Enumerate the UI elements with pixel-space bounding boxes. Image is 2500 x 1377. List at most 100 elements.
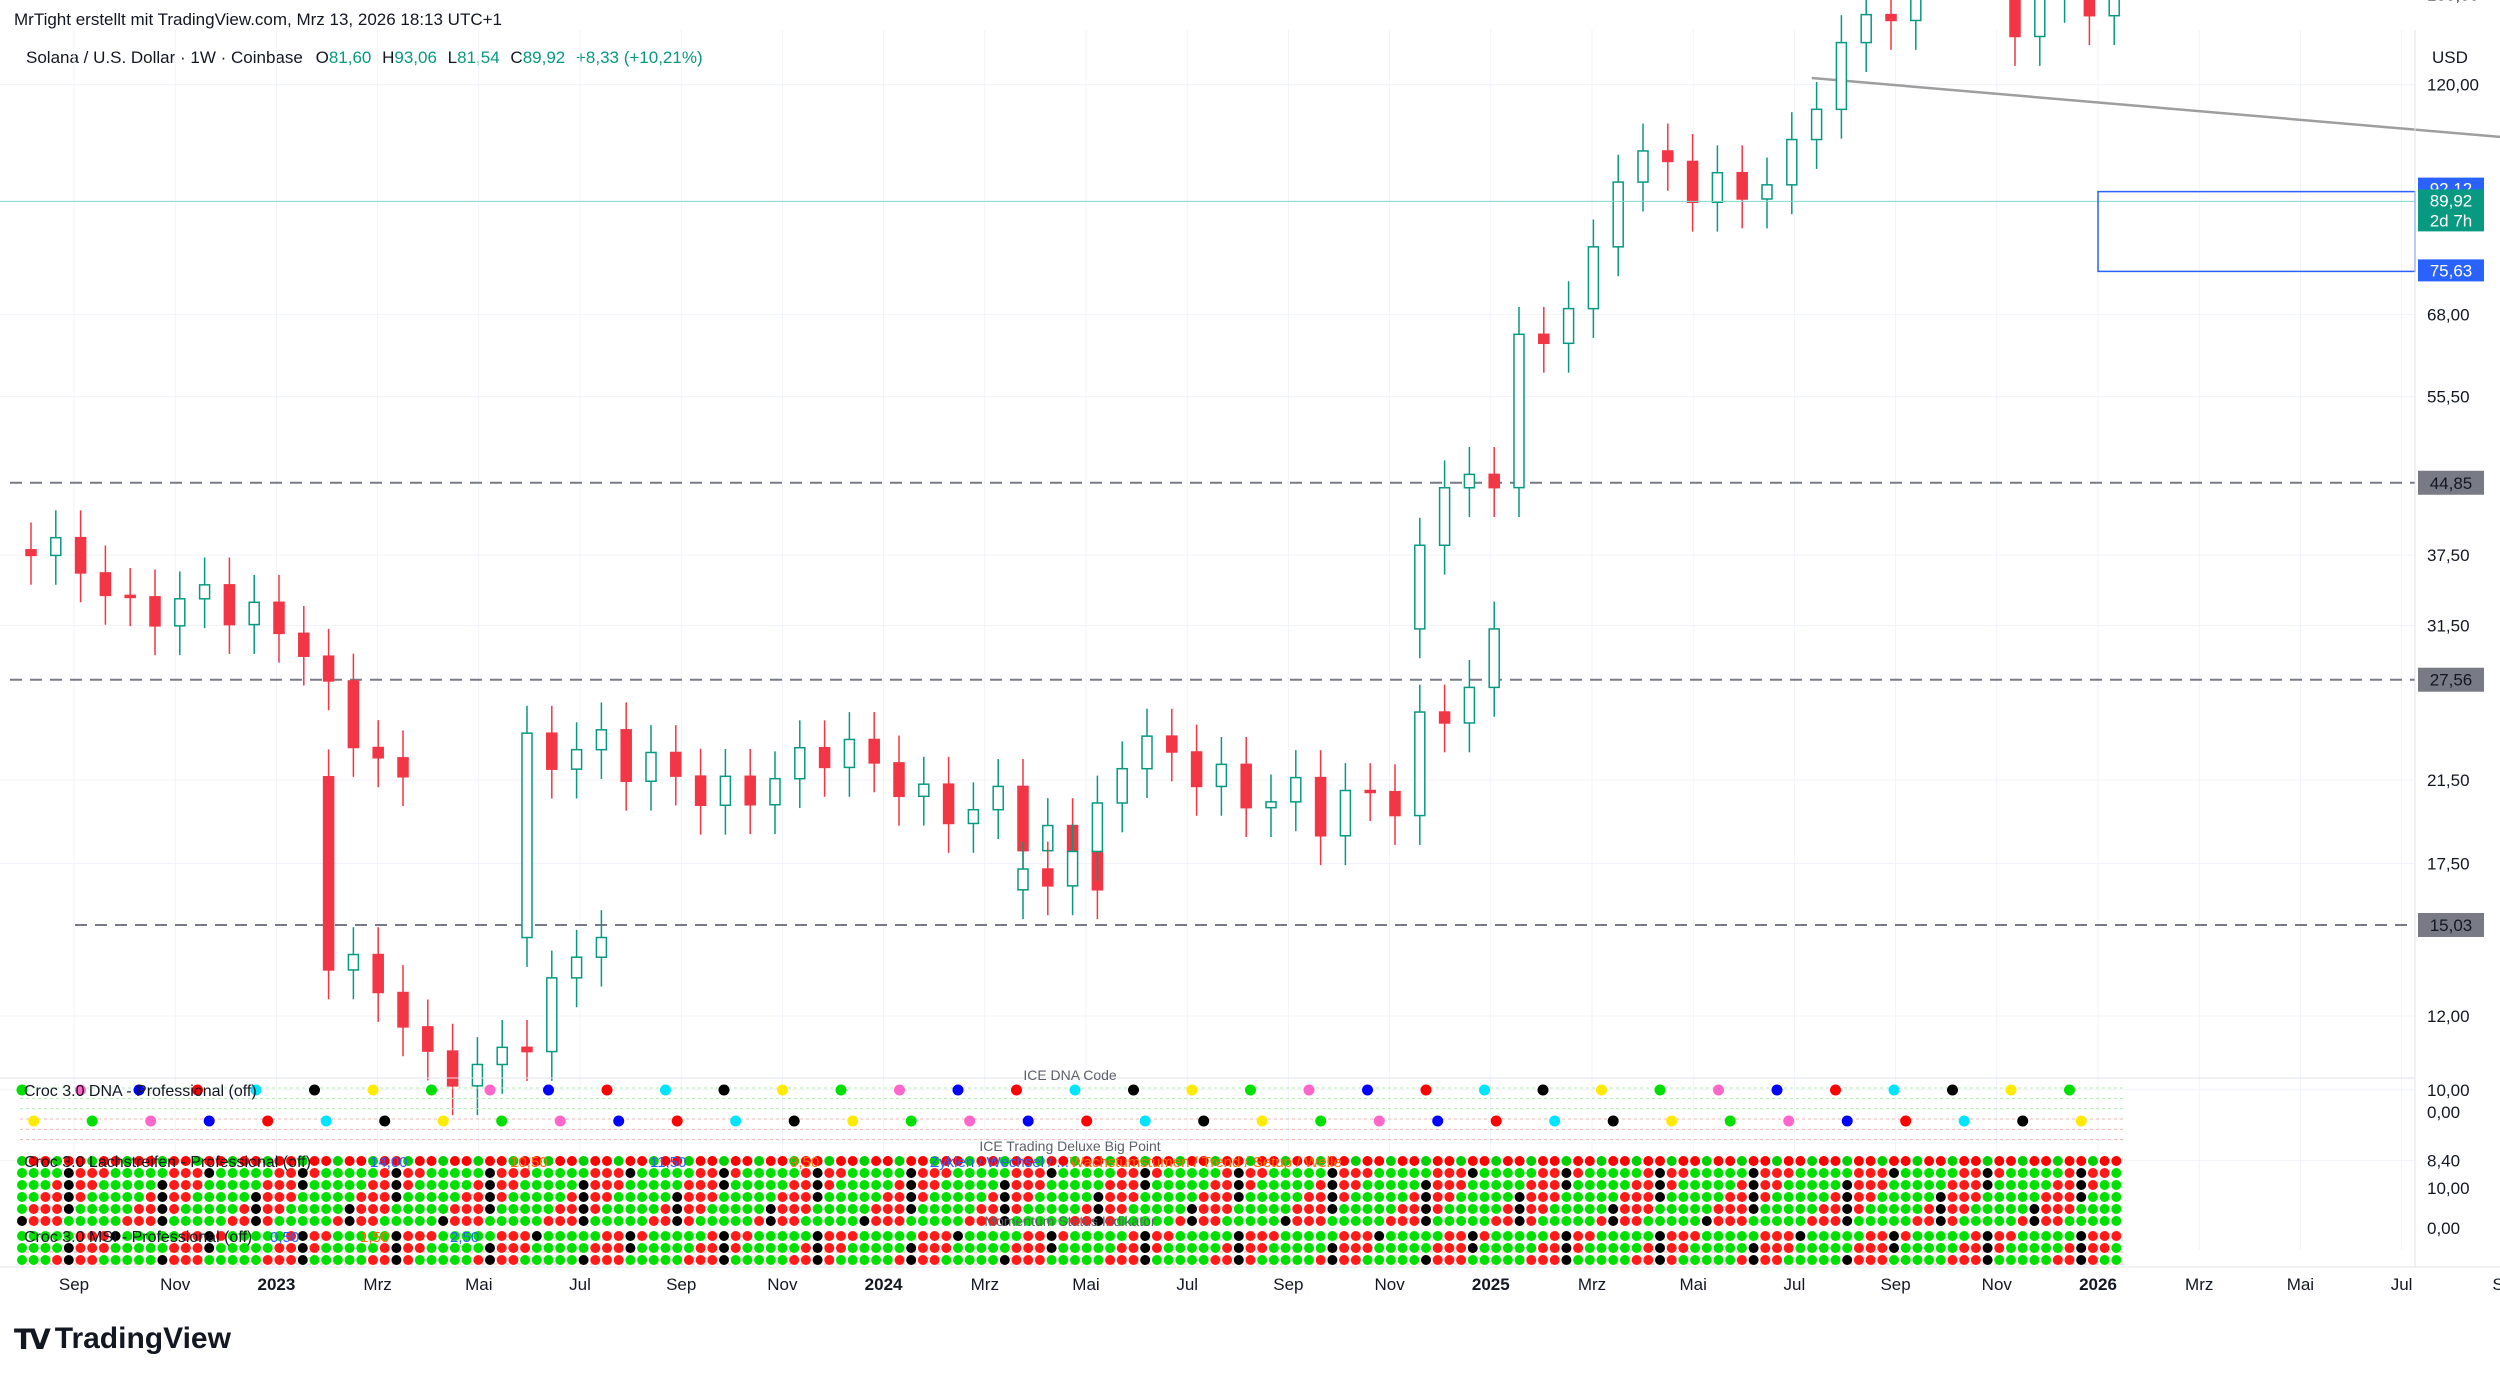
indicator-panes: Croc 3.0 DNA - Professional (off)0,00ICE… xyxy=(0,30,2500,1268)
indicator-dot xyxy=(1701,1231,1712,1241)
indicator-dot xyxy=(1889,1180,1899,1190)
indicator-dot xyxy=(2005,1084,2017,1096)
indicator-dot xyxy=(1257,1168,1268,1178)
indicator-dot xyxy=(520,1243,531,1253)
close-value: 89,92 xyxy=(522,48,566,67)
indicator-dot xyxy=(426,1156,437,1166)
indicator-dot xyxy=(192,1204,203,1214)
indicator-dot xyxy=(1374,1180,1385,1190)
indicator-dot xyxy=(426,1192,437,1202)
indicator-dot xyxy=(1900,1231,1911,1241)
diamond-pattern[interactable] xyxy=(1811,0,2500,197)
indicator-dot xyxy=(1186,1084,1198,1096)
indicator-dot xyxy=(1690,1180,1701,1190)
indicator-dot xyxy=(1947,1231,1958,1241)
candle-body xyxy=(620,729,632,782)
indicator-dot xyxy=(941,1255,952,1265)
indicator-dot xyxy=(613,1180,624,1190)
indicator-dot xyxy=(1409,1156,1420,1166)
indicator-dot xyxy=(648,1168,659,1178)
indicator-dot xyxy=(52,1180,63,1190)
indicator-dot xyxy=(461,1231,472,1241)
indicator-dot xyxy=(578,1216,589,1226)
indicator-dot xyxy=(1725,1231,1736,1241)
indicator-dot xyxy=(917,1180,928,1190)
indicator-dot xyxy=(1924,1243,1935,1253)
indicator-dot xyxy=(17,1156,27,1166)
indicator-dot xyxy=(672,1180,683,1190)
indicator-dot xyxy=(1421,1231,1431,1241)
indicator-dot xyxy=(683,1255,694,1265)
indicator-dot xyxy=(1830,1231,1841,1241)
indicator-dot xyxy=(1959,1243,1970,1253)
indicator-dot xyxy=(87,1231,98,1241)
indicator-dot xyxy=(1795,1231,1806,1241)
indicator-dot xyxy=(1713,1180,1724,1190)
indicator-dot xyxy=(309,1180,320,1190)
indicator-dot xyxy=(17,1204,27,1214)
candle-body xyxy=(546,732,558,770)
symbol-legend[interactable]: Solana / U.S. Dollar · 1W · Coinbase O81… xyxy=(26,48,703,68)
indicator-dot xyxy=(1151,1204,1162,1214)
indicator-dot xyxy=(906,1216,917,1226)
indicator-dot xyxy=(391,1204,402,1214)
indicator-dot xyxy=(941,1216,952,1226)
indicator-dot xyxy=(309,1216,320,1226)
indicator-dot xyxy=(262,1204,273,1214)
indicator-dot xyxy=(204,1168,215,1178)
indicator-dot xyxy=(555,1216,566,1226)
indicator-dot xyxy=(1807,1156,1818,1166)
indicator-dot xyxy=(1081,1180,1092,1190)
indicator-dot xyxy=(1280,1156,1291,1166)
indicator-dot xyxy=(871,1231,882,1241)
currency-label[interactable]: USD xyxy=(2432,48,2468,67)
indicator-dot xyxy=(2087,1243,2098,1253)
indicator-dot xyxy=(1397,1231,1408,1241)
indicator-dot xyxy=(28,1216,39,1226)
indicator-dot xyxy=(2029,1231,2040,1241)
indicator-dot xyxy=(730,1243,741,1253)
tradingview-brand[interactable]: 𝗧𝗩 TradingView xyxy=(14,1322,231,1356)
indicator-dot xyxy=(2111,1192,2122,1202)
indicator-dot xyxy=(1315,1180,1326,1190)
indicator-dot xyxy=(566,1216,577,1226)
indicator-dot xyxy=(602,1231,612,1241)
price-label-bg xyxy=(2418,189,2484,212)
indicator-dot xyxy=(2111,1204,2122,1214)
indicator-dot xyxy=(274,1243,285,1253)
candle-body xyxy=(397,757,409,778)
indicator-dot xyxy=(531,1216,542,1226)
indicator-dot xyxy=(2111,1168,2122,1178)
indicator-dot xyxy=(1795,1243,1806,1253)
indicator-dot xyxy=(1947,1084,1958,1096)
indicator-dot xyxy=(368,1180,378,1190)
indicator-dot xyxy=(1187,1168,1197,1178)
indicator-dot xyxy=(1233,1168,1244,1178)
indicator-dot xyxy=(496,1180,507,1190)
indicator-dot xyxy=(2017,1180,2028,1190)
indicator-dot xyxy=(391,1231,402,1241)
indicator-dot xyxy=(1678,1192,1689,1202)
indicator-dot xyxy=(1596,1192,1607,1202)
indicator-dot xyxy=(286,1180,297,1190)
time-axis[interactable]: Sep Nov 2023 Mrz Mai Jul Sep Nov 2024 Mrz Mai Jul Se… xyxy=(59,1275,2500,1294)
indicator-dot xyxy=(1046,1204,1057,1214)
indicator-dot xyxy=(1456,1192,1467,1202)
indicator-dot xyxy=(379,1168,390,1178)
indicator-dot xyxy=(262,1180,273,1190)
indicator-dot xyxy=(227,1243,238,1253)
indicator-dot xyxy=(485,1231,495,1241)
indicator-dot xyxy=(1818,1168,1829,1178)
indicator-dot xyxy=(683,1168,694,1178)
indicator-dot xyxy=(2064,1168,2075,1178)
indicator-dot xyxy=(1538,1168,1548,1178)
indicator-dot xyxy=(297,1216,308,1226)
indicator-dot xyxy=(332,1204,343,1214)
price-axis[interactable]: 420,00340,00280,00220,00180,00150,00120,… xyxy=(2427,0,2479,1170)
indicator-dot xyxy=(1678,1180,1689,1190)
indicator-dot xyxy=(1643,1243,1654,1253)
indicator-dot xyxy=(473,1204,484,1214)
